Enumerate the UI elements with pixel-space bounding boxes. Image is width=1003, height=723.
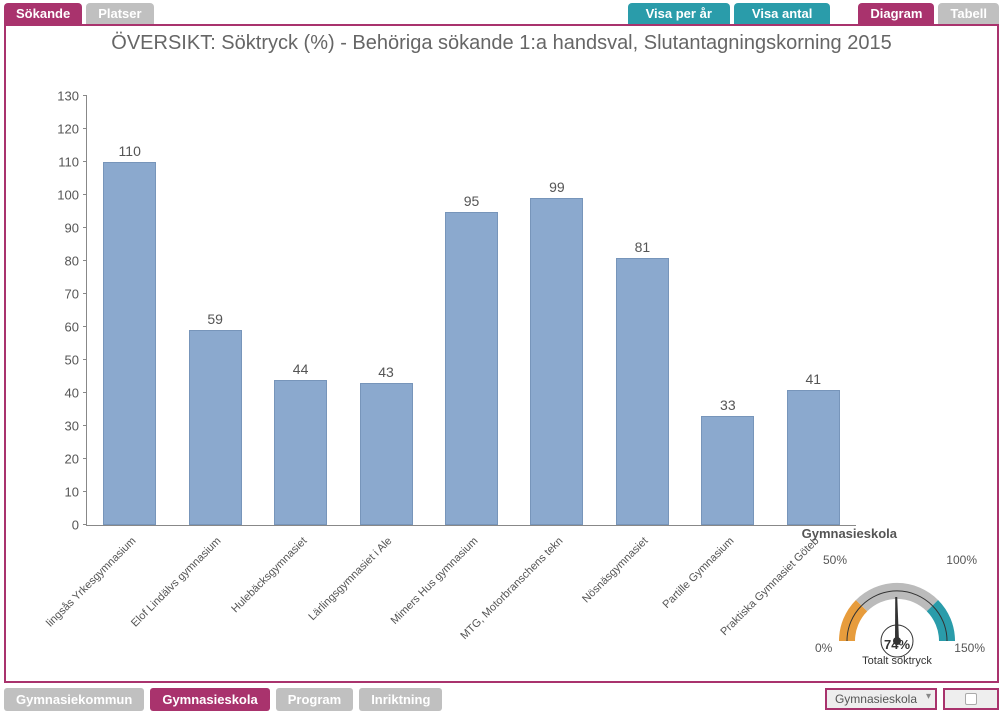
bar-chart: 0102030405060708090100110120130110lingså… <box>86 96 856 526</box>
bottom-tab-bar: Gymnasiekommun Gymnasieskola Program Inr… <box>0 683 1003 715</box>
x-tick-label: Nösnäsgymnasiet <box>581 535 651 605</box>
bar-value-label: 95 <box>446 193 497 213</box>
tab-sokande[interactable]: Sökande <box>4 3 82 24</box>
y-tick-label: 30 <box>65 419 87 434</box>
x-tick-label: Elof Lindälvs gymnasium <box>129 535 224 630</box>
gauge-label-50: 50% <box>823 553 847 567</box>
top-tab-bar: Sökande Platser Visa per år Visa antal D… <box>0 0 1003 24</box>
x-tick-label: Praktiska Gymnasiet Göteb <box>719 535 822 638</box>
bar[interactable]: 59 <box>189 330 242 525</box>
gauge-value: 74% Totalt söktryck <box>817 637 977 667</box>
bar[interactable]: 44 <box>274 380 327 525</box>
y-tick-label: 0 <box>72 518 87 533</box>
tab-visa-per-ar[interactable]: Visa per år <box>628 3 730 24</box>
btab-program[interactable]: Program <box>276 688 353 711</box>
gauge-label-100: 100% <box>946 553 977 567</box>
y-tick-label: 90 <box>65 221 87 236</box>
x-tick-label: Partille Gymnasium <box>660 535 736 611</box>
checkbox-toggle[interactable] <box>943 688 999 710</box>
tab-tabell[interactable]: Tabell <box>938 3 999 24</box>
bar-value-label: 99 <box>531 179 582 199</box>
y-tick-label: 100 <box>57 188 87 203</box>
bar[interactable]: 81 <box>616 258 669 525</box>
y-tick-label: 70 <box>65 287 87 302</box>
y-tick-label: 60 <box>65 320 87 335</box>
chart-area: 0102030405060708090100110120130110lingså… <box>46 96 856 526</box>
tab-platser[interactable]: Platser <box>86 3 153 24</box>
bar[interactable]: 110 <box>103 162 156 525</box>
tab-visa-antal[interactable]: Visa antal <box>734 3 830 24</box>
gauge-value-text: 74% <box>884 637 910 652</box>
btab-inriktning[interactable]: Inriktning <box>359 688 442 711</box>
bar-value-label: 33 <box>702 397 753 417</box>
gauge-widget: 0% 50% 100% 150% 74% Totalt söktryck <box>817 551 977 671</box>
btab-gymnasieskola[interactable]: Gymnasieskola <box>150 688 269 711</box>
bar-value-label: 43 <box>361 364 412 384</box>
x-axis-title: Gymnasieskola <box>802 526 897 541</box>
x-tick-label: Lärlingsgymnasiet i Ale <box>306 535 394 623</box>
x-tick-label: lingsås Yrkesgymnasium <box>44 535 138 629</box>
checkbox-icon <box>965 693 977 705</box>
btab-gymnasiekommun[interactable]: Gymnasiekommun <box>4 688 144 711</box>
x-tick-label: Mimers Hus gymnasium <box>388 535 480 627</box>
y-tick-label: 50 <box>65 353 87 368</box>
y-tick-label: 20 <box>65 452 87 467</box>
y-tick-label: 40 <box>65 386 87 401</box>
x-tick-label: MTG, Motorbranschens tekn <box>458 535 565 642</box>
gauge-seg-low <box>847 606 862 641</box>
x-tick-label: Hulebäcksgymnasiet <box>229 535 309 615</box>
bar-value-label: 59 <box>190 311 241 331</box>
gauge-seg-high <box>932 606 947 641</box>
y-tick-label: 80 <box>65 254 87 269</box>
y-tick-label: 130 <box>57 89 87 104</box>
bar-value-label: 41 <box>788 371 839 391</box>
bar-value-label: 81 <box>617 239 668 259</box>
bar-value-label: 110 <box>104 143 155 163</box>
chart-title: ÖVERSIKT: Söktryck (%) - Behöriga sökand… <box>6 26 997 57</box>
bar[interactable]: 95 <box>445 212 498 526</box>
bar[interactable]: 43 <box>360 383 413 525</box>
gauge-caption: Totalt söktryck <box>862 655 932 667</box>
y-tick-label: 120 <box>57 122 87 137</box>
dropdown-gymnasieskola[interactable]: Gymnasieskola <box>825 688 937 710</box>
bar[interactable]: 33 <box>701 416 754 525</box>
tab-diagram[interactable]: Diagram <box>858 3 934 24</box>
y-tick-label: 110 <box>58 155 87 170</box>
bar-value-label: 44 <box>275 361 326 381</box>
chart-panel: ÖVERSIKT: Söktryck (%) - Behöriga sökand… <box>4 24 999 683</box>
bar[interactable]: 99 <box>530 198 583 525</box>
y-tick-label: 10 <box>65 485 87 500</box>
bar[interactable]: 41 <box>787 390 840 525</box>
